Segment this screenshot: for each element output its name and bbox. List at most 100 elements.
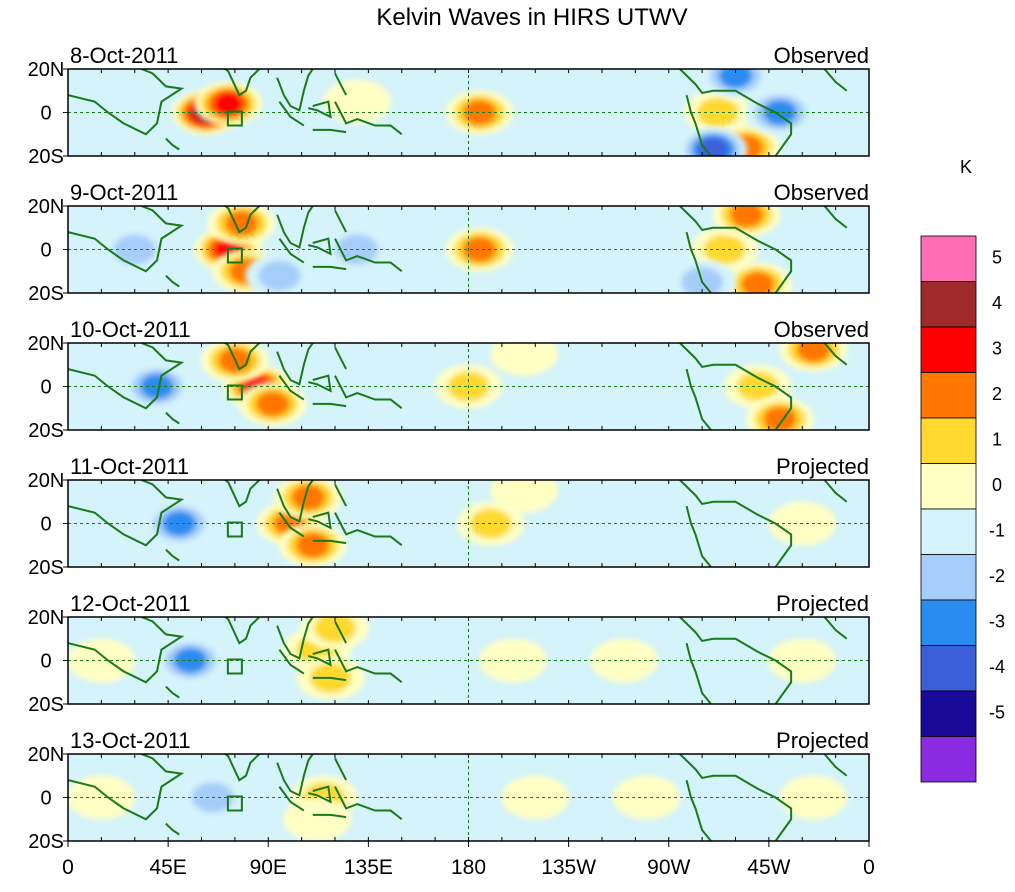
anomaly-level [698, 137, 728, 156]
coastline [334, 209, 348, 233]
panel-status: Observed [774, 317, 869, 342]
anomaly-level [763, 99, 797, 126]
anomaly-level [68, 638, 136, 683]
panel-status: Projected [776, 591, 869, 616]
coastline [276, 480, 314, 523]
x-tick-label: 135E [344, 856, 393, 879]
coastline [223, 206, 261, 234]
colorbar-level-label: -2 [989, 566, 1005, 586]
anomaly-level [462, 236, 497, 263]
panel-date: 8-Oct-2011 [70, 43, 178, 68]
anomaly-level [501, 775, 570, 820]
anomaly-level [741, 271, 775, 293]
coastline [679, 206, 793, 293]
anomaly-2 [445, 90, 514, 135]
y-tick-label: 20S [28, 557, 64, 579]
y-tick-label: 0 [40, 514, 51, 536]
coastline [165, 822, 180, 836]
anomaly-level [736, 371, 779, 402]
coastline [278, 375, 305, 401]
anomaly-7 [367, 775, 436, 820]
coastline [679, 617, 793, 704]
y-tick-label: 20S [28, 831, 64, 853]
y-tick-label: 0 [40, 103, 51, 125]
anomaly-3 [278, 523, 347, 567]
anomaly-level [490, 343, 559, 376]
anomaly-level [224, 210, 259, 237]
coastline [823, 480, 848, 503]
colorbar-level-label: -5 [989, 703, 1005, 723]
coastline [68, 206, 185, 273]
colorbar-swatch [920, 281, 977, 328]
anomaly-level [796, 343, 831, 363]
anomaly-level [68, 775, 136, 820]
colorbar-swatch [920, 372, 977, 419]
coastline [68, 617, 185, 684]
coastline [165, 411, 180, 425]
panel-field [68, 343, 869, 430]
anomaly-8 [245, 253, 314, 293]
panel-3: 20N 0 20S 10-Oct-2011 Observed [28, 317, 870, 442]
panel-date: 13-Oct-2011 [70, 728, 191, 753]
coastline [334, 72, 348, 96]
coastline [276, 343, 314, 386]
coastline [334, 101, 403, 136]
y-tick-label: 20S [28, 420, 64, 442]
coastline [685, 231, 712, 293]
coastline [223, 754, 261, 782]
coastline [278, 649, 305, 675]
panel-field [68, 206, 869, 293]
coastline [308, 785, 332, 804]
x-tick-label: 135W [541, 856, 596, 879]
coastline [334, 620, 348, 644]
coastline [223, 343, 261, 371]
colorbar-unit: K [960, 157, 972, 177]
coastline [308, 648, 332, 667]
colorbar-level-label: -3 [989, 612, 1005, 632]
anomaly-level [296, 532, 330, 558]
coastline [679, 480, 793, 567]
anomaly-6 [723, 262, 792, 293]
coastline [68, 754, 185, 821]
panel-status: Observed [774, 180, 869, 205]
panel-field [68, 617, 869, 704]
anomaly-level [729, 206, 764, 228]
region-box [226, 247, 243, 264]
y-tick-label: 20N [28, 59, 65, 81]
anomaly-level [162, 510, 196, 537]
colorbar-swatch [920, 736, 977, 783]
coastline [165, 548, 180, 562]
colorbar-swatch [920, 508, 977, 555]
colorbar-level-label: -1 [989, 521, 1005, 541]
x-tick-label: 45E [149, 856, 186, 879]
coastline [334, 512, 403, 547]
coastline [823, 617, 848, 640]
coastline [685, 505, 712, 567]
anomaly-6 [679, 127, 748, 156]
panel-date: 9-Oct-2011 [70, 180, 178, 205]
colorbar-level-label: 2 [992, 384, 1002, 404]
y-tick-label: 20N [28, 744, 65, 766]
region-box [226, 384, 243, 401]
coastline [334, 649, 403, 684]
y-tick-label: 20N [28, 333, 65, 355]
panel-date: 11-Oct-2011 [70, 454, 189, 479]
coastline [68, 480, 185, 547]
panel-field [68, 480, 869, 567]
colorbar-level-label: 0 [992, 475, 1002, 495]
coastline [312, 813, 347, 819]
coastline [276, 69, 314, 112]
anomaly-level [213, 92, 243, 116]
anomaly-level [490, 480, 559, 513]
coastline [685, 94, 712, 156]
panel-field [68, 69, 869, 156]
anomaly-level [718, 69, 753, 89]
coastline [308, 100, 332, 119]
colorbar-swatch [920, 554, 977, 601]
coastline [312, 128, 347, 134]
coastline [223, 69, 261, 97]
y-tick-label: 0 [40, 651, 51, 673]
coastline [308, 237, 332, 256]
coastline [312, 402, 347, 408]
